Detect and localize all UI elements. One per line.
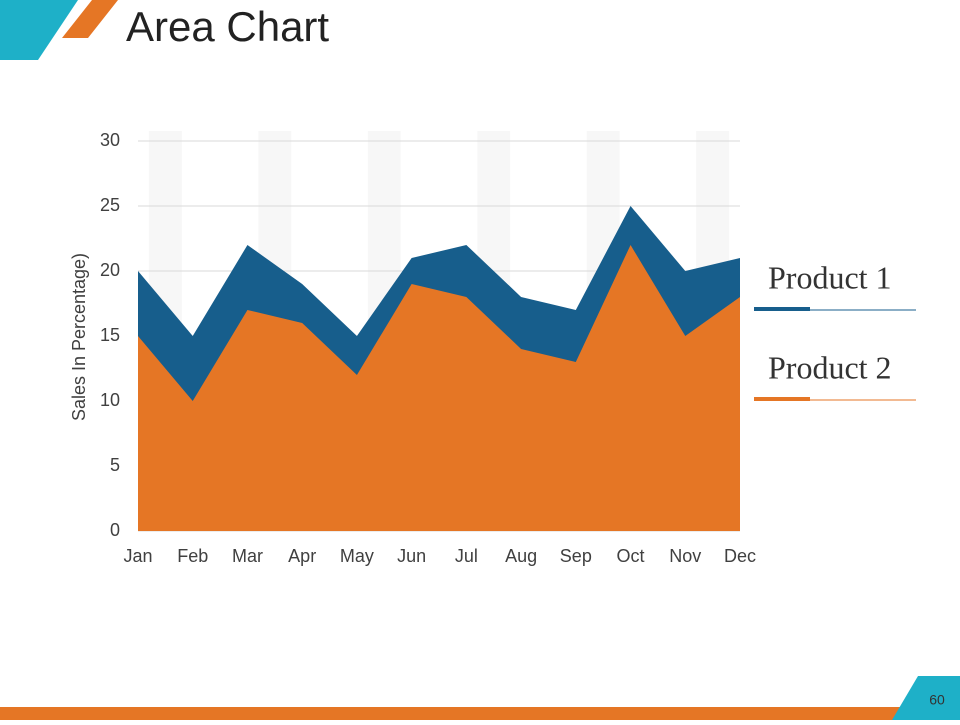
x-tick-label: Feb bbox=[177, 546, 208, 566]
y-tick-label: 25 bbox=[100, 195, 120, 215]
corner-decor bbox=[62, 0, 118, 38]
x-tick-label: Mar bbox=[232, 546, 263, 566]
y-tick-label: 0 bbox=[110, 520, 120, 540]
x-tick-label: Jan bbox=[123, 546, 152, 566]
y-tick-label: 20 bbox=[100, 260, 120, 280]
x-tick-label: Jun bbox=[397, 546, 426, 566]
footer-decor bbox=[892, 676, 960, 720]
page-number: 60 bbox=[929, 692, 945, 708]
x-tick-label: May bbox=[340, 546, 374, 566]
x-tick-label: Jul bbox=[455, 546, 478, 566]
x-tick-label: Sep bbox=[560, 546, 592, 566]
legend-label: Product 2 bbox=[768, 349, 892, 385]
x-tick-label: Oct bbox=[617, 546, 645, 566]
corner-decor bbox=[0, 0, 78, 60]
y-axis-label: Sales In Percentage) bbox=[69, 253, 89, 421]
y-tick-label: 5 bbox=[110, 455, 120, 475]
x-tick-label: Dec bbox=[724, 546, 756, 566]
x-tick-label: Aug bbox=[505, 546, 537, 566]
x-tick-label: Nov bbox=[669, 546, 701, 566]
y-tick-label: 10 bbox=[100, 390, 120, 410]
area bbox=[138, 245, 740, 531]
slide-title: Area Chart bbox=[126, 3, 329, 50]
x-tick-label: Apr bbox=[288, 546, 316, 566]
y-tick-label: 30 bbox=[100, 130, 120, 150]
legend-label: Product 1 bbox=[768, 259, 892, 295]
footer-bar bbox=[0, 707, 900, 720]
y-tick-label: 15 bbox=[100, 325, 120, 345]
